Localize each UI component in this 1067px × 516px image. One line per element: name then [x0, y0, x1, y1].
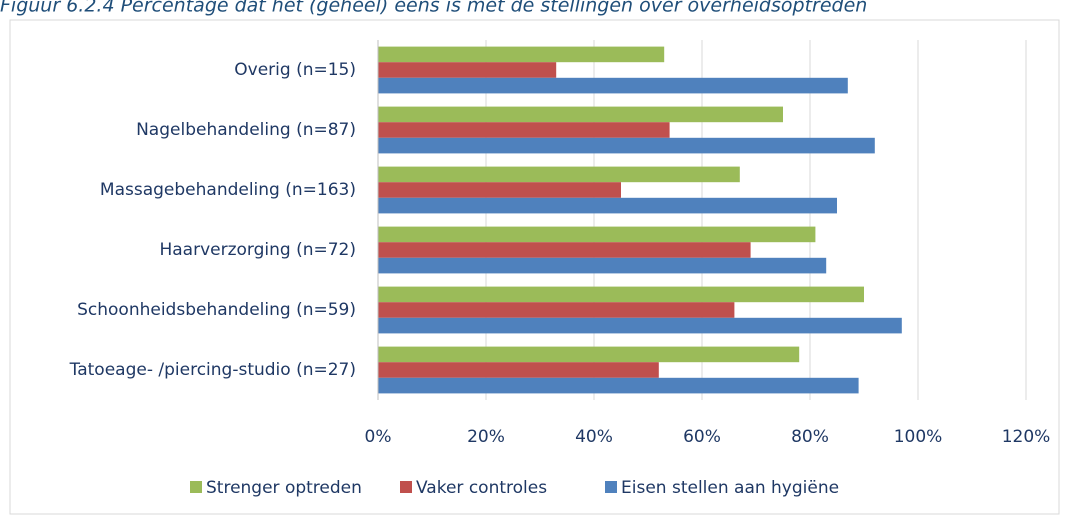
bar [378, 286, 864, 303]
legend-swatch [605, 481, 617, 493]
y-tick-label: Massagebehandeling (n=163) [100, 180, 356, 200]
x-tick-label: 120% [1002, 427, 1051, 447]
bar [378, 182, 621, 198]
bar [378, 166, 740, 183]
bar [378, 137, 875, 154]
bar [378, 62, 557, 78]
x-tick-label: 60% [683, 427, 721, 447]
y-tick-label: Haarverzorging (n=72) [159, 240, 356, 260]
bar [378, 226, 816, 243]
y-tick-label: Overig (n=15) [234, 60, 356, 80]
x-tick-label: 40% [575, 427, 613, 447]
bar [378, 362, 659, 378]
legend-swatch [400, 481, 412, 493]
y-tick-label: Schoonheidsbehandeling (n=59) [77, 300, 356, 320]
bar [378, 317, 902, 334]
legend-swatch [190, 481, 202, 493]
bar [378, 106, 783, 123]
bar [378, 197, 837, 214]
bar [378, 77, 848, 94]
y-tick-label: Nagelbehandeling (n=87) [136, 120, 356, 140]
bar [378, 46, 665, 63]
legend-label: Strenger optreden [206, 478, 362, 498]
bar [378, 257, 827, 274]
x-tick-label: 20% [467, 427, 505, 447]
bar [378, 346, 800, 363]
x-tick-label: 100% [894, 427, 943, 447]
legend-label: Eisen stellen aan hygiëne [621, 478, 839, 498]
bar [378, 377, 859, 394]
legend-label: Vaker controles [416, 478, 547, 498]
bar [378, 302, 735, 318]
x-tick-label: 0% [365, 427, 392, 447]
chart-title: Figuur 6.2.4 Percentage dat het (geheel)… [0, 0, 867, 17]
bar [378, 122, 670, 138]
x-tick-label: 80% [791, 427, 829, 447]
y-tick-label: Tatoeage- /piercing-studio (n=27) [69, 360, 356, 380]
bar [378, 242, 751, 258]
